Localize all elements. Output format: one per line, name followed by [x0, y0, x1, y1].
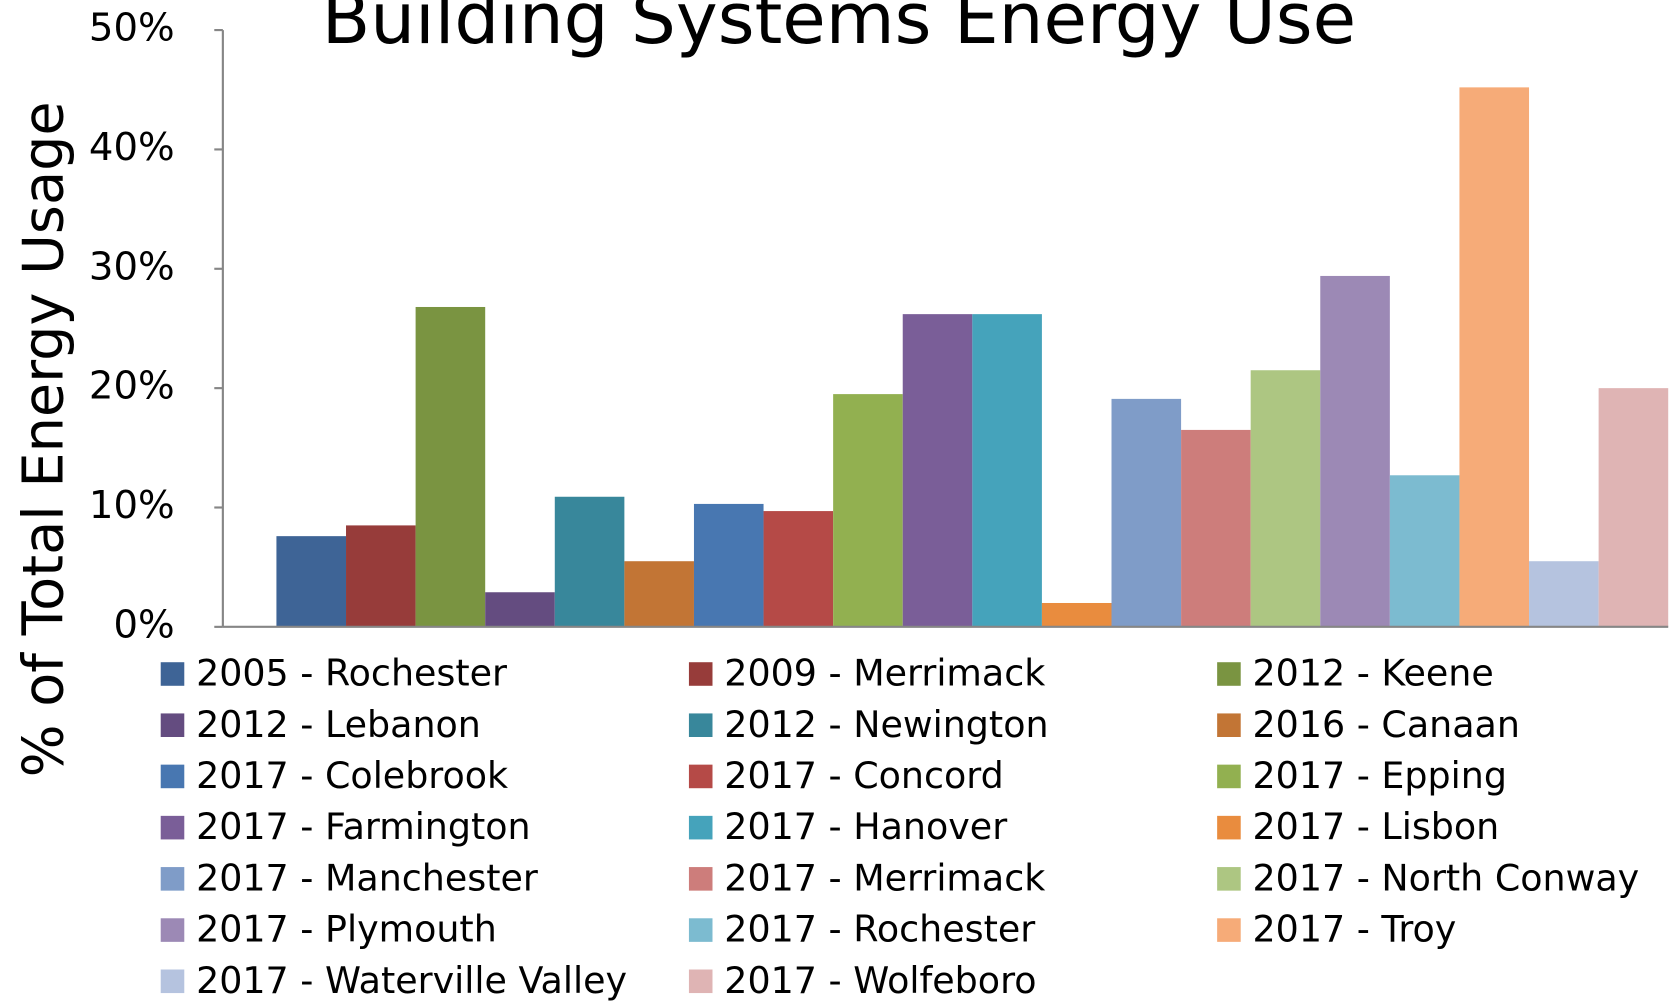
legend-swatch	[160, 713, 185, 737]
legend-label: 2017 - Waterville Valley	[196, 959, 627, 1002]
legend-label: 2012 - Keene	[1253, 652, 1494, 695]
bar	[1111, 398, 1182, 627]
bar	[554, 496, 625, 627]
legend-label: 2017 - Wolfeboro	[724, 959, 1036, 1002]
y-tick-label: 50%	[89, 6, 175, 51]
legend-label: 2005 - Rochester	[196, 652, 507, 695]
y-axis-label: % of Total Energy Usage	[11, 101, 76, 777]
bar	[1320, 275, 1390, 627]
legend-swatch	[160, 662, 185, 686]
legend-label: 2017 - Farmington	[196, 805, 531, 848]
legend-swatch	[688, 969, 713, 994]
legend-swatch	[688, 764, 713, 789]
legend-swatch	[1217, 867, 1241, 891]
bar	[1459, 87, 1530, 627]
bar	[1181, 429, 1251, 627]
legend-swatch	[160, 969, 185, 994]
bar	[763, 511, 834, 627]
bar	[693, 503, 764, 627]
legend-label: 2017 - Hanover	[724, 805, 1007, 848]
legend-label: 2017 - North Conway	[1253, 856, 1640, 899]
legend-label: 2017 - Epping	[1253, 754, 1507, 797]
bar	[902, 314, 973, 627]
bar	[972, 314, 1042, 627]
legend-label: 2017 - Rochester	[724, 908, 1035, 951]
legend-swatch	[688, 867, 713, 891]
legend-swatch	[688, 713, 713, 737]
bar	[833, 394, 903, 627]
bar	[1250, 370, 1321, 627]
legend-label: 2017 - Colebrook	[196, 754, 508, 797]
y-tick-label: 10%	[89, 483, 175, 528]
bar	[485, 592, 555, 627]
legend-swatch	[1217, 662, 1241, 686]
legend-label: 2012 - Newington	[724, 703, 1048, 746]
bar	[1598, 388, 1669, 627]
legend-swatch	[160, 918, 185, 942]
legend-label: 2017 - Concord	[724, 754, 1003, 797]
chart-title: Building Systems Energy Use	[322, 0, 1356, 60]
y-tick-label: 40%	[89, 125, 175, 170]
legend-swatch	[160, 815, 185, 840]
legend-swatch	[688, 918, 713, 942]
bar	[415, 306, 486, 627]
legend-swatch	[688, 662, 713, 686]
legend-swatch	[1217, 713, 1241, 737]
legend-swatch	[160, 764, 185, 789]
legend-swatch	[1217, 918, 1241, 942]
legend-swatch	[160, 867, 185, 891]
bar	[1041, 602, 1112, 627]
legend-swatch	[1217, 764, 1241, 789]
legend-label: 2017 - Merrimack	[724, 856, 1045, 899]
y-tick-label: 20%	[89, 364, 175, 409]
bar	[624, 561, 694, 627]
legend-swatch	[688, 815, 713, 840]
y-tick-label: 30%	[89, 244, 175, 289]
legend-label: 2016 - Canaan	[1253, 703, 1520, 746]
bar	[1529, 561, 1599, 627]
y-tick-label: 0%	[113, 602, 174, 647]
legend-label: 2017 - Lisbon	[1253, 805, 1500, 848]
legend-label: 2009 - Merrimack	[724, 652, 1045, 695]
legend-label: 2017 - Troy	[1253, 908, 1457, 951]
legend-label: 2012 - Lebanon	[196, 703, 481, 746]
bar	[1389, 475, 1460, 627]
bar	[346, 525, 416, 627]
legend-swatch	[1217, 815, 1241, 840]
legend-label: 2017 - Plymouth	[196, 908, 497, 951]
legend-label: 2017 - Manchester	[196, 856, 538, 899]
bar	[276, 536, 347, 627]
